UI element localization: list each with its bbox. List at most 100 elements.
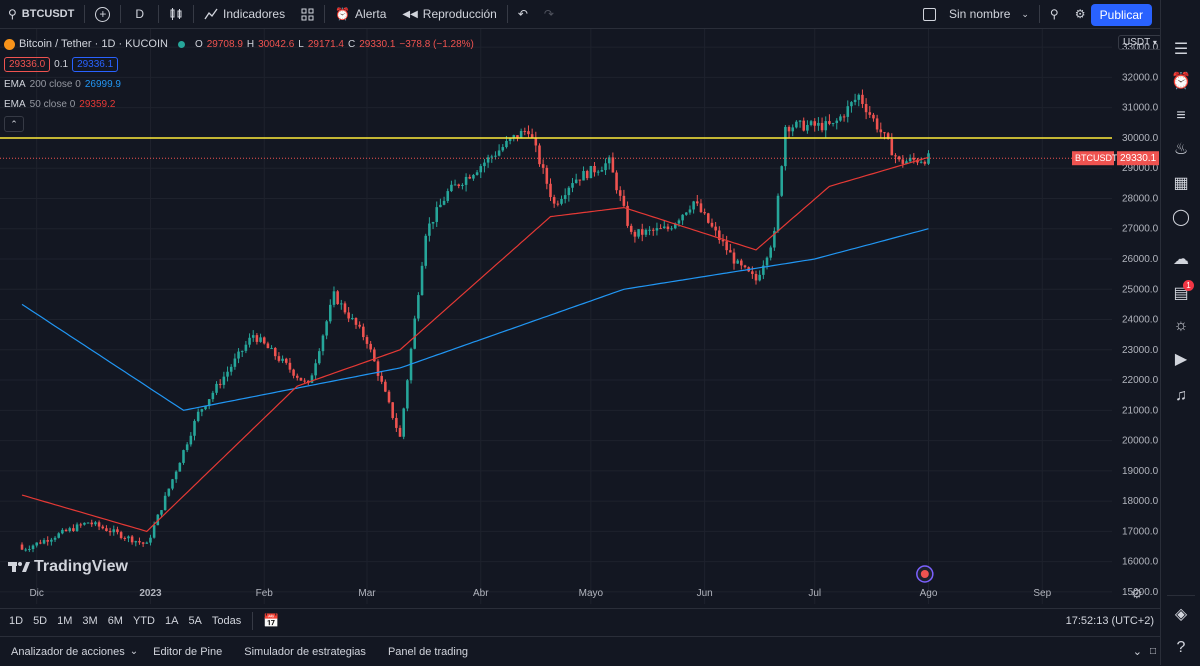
candle-body	[560, 199, 563, 204]
last-price-tag-bg	[1117, 151, 1159, 166]
low-value: 29171.4	[307, 38, 344, 50]
price-chart[interactable]: 33000.0 32000.0 31000.0 30000.0 29000.0 28000…	[0, 29, 1160, 604]
price-tick-label: 23000.0	[1122, 345, 1159, 356]
playback-button[interactable]: ▶	[1171, 350, 1191, 370]
layout-name-button[interactable]: Sin nombre ⌄	[915, 0, 1037, 28]
help-button[interactable]: ?	[1171, 638, 1191, 658]
candle-body	[622, 195, 626, 206]
time-axis[interactable]: Dic 2023 Feb Mar Abr Mayo Jun Jul Ago Sep	[0, 584, 1112, 604]
alarm-clock-icon: ⏰	[335, 7, 351, 21]
timeframe-1m[interactable]: 1M	[57, 615, 73, 627]
candle-body	[446, 191, 450, 201]
time-axis-label: 2023	[139, 588, 162, 599]
candle-body	[655, 228, 659, 231]
candle-body	[189, 435, 193, 445]
timeframe-1d[interactable]: 1D	[9, 615, 24, 627]
data-window-button[interactable]: ≡	[1171, 106, 1191, 126]
symbol-title[interactable]: Bitcoin / Tether · 1D · KUCOIN	[19, 38, 168, 50]
hotlists-button[interactable]: ♨	[1171, 140, 1191, 160]
candle-body	[684, 212, 688, 215]
candle-body	[318, 351, 321, 364]
price-tick-label: 16000.0	[1122, 557, 1159, 568]
timeframe-ytd[interactable]: YTD	[132, 615, 155, 627]
currency-selector[interactable]: USDT ▾	[1118, 35, 1162, 50]
candle-body	[897, 156, 901, 160]
streams-button[interactable]: ☁	[1171, 250, 1191, 270]
quick-search-button[interactable]: ⚲	[1042, 0, 1067, 28]
price-tick-label: 24000.0	[1122, 315, 1159, 326]
timeframe-3m[interactable]: 3M	[82, 615, 98, 627]
bottom-panel-tabs: Analizador de acciones ⌄ Editor de Pine Sim…	[0, 646, 479, 658]
candle-body	[483, 162, 486, 167]
alerts-button[interactable]: ⏰	[1171, 72, 1191, 92]
watchlist-button[interactable]: ☰	[1171, 40, 1191, 60]
settings-button[interactable]: ⚙	[1067, 0, 1094, 28]
candle-body	[417, 295, 420, 319]
replay-button[interactable]: ◀◀ Reproducción	[394, 0, 504, 28]
bottom-tab[interactable]: Panel de trading	[387, 645, 469, 658]
ema200-value: 26999.9	[84, 78, 121, 90]
candle-body	[384, 381, 387, 392]
legend-collapse-button[interactable]: ⌃	[4, 116, 24, 132]
layers-button[interactable]: ◈	[1171, 605, 1191, 625]
templates-button[interactable]	[293, 0, 322, 28]
candle-body	[802, 120, 806, 131]
redo-button[interactable]: ↷	[536, 0, 562, 28]
collapse-panel-button[interactable]: ⌄	[1132, 646, 1142, 658]
publish-button[interactable]: Publicar	[1090, 4, 1152, 26]
candle-body	[780, 166, 783, 196]
candle-body	[332, 291, 336, 305]
buy-button[interactable]: 29336.1	[72, 56, 119, 72]
candle-body	[908, 157, 912, 162]
candle-body	[699, 203, 703, 213]
undo-button[interactable]: ↶	[510, 0, 536, 28]
candle-body	[215, 383, 218, 393]
chevron-down-icon[interactable]: ⌄	[129, 646, 139, 657]
candle-body	[167, 488, 171, 496]
ideas-stream-button[interactable]: ☼	[1171, 316, 1191, 336]
timeframe-5a[interactable]: 5A	[188, 615, 202, 627]
chart-type-button[interactable]	[161, 0, 191, 28]
maximize-panel-button[interactable]: □	[1149, 646, 1156, 657]
timeframe-5d[interactable]: 5D	[33, 615, 48, 627]
axis-settings-button[interactable]: ⚙	[1131, 586, 1143, 601]
plus-circle-icon: +	[95, 6, 111, 22]
candle-body	[376, 361, 380, 376]
high-label: H	[246, 38, 255, 50]
bottom-tab[interactable]: Editor de Pine	[153, 645, 223, 658]
ema200-legend[interactable]: EMA 200 close 0 26999.9	[4, 74, 474, 94]
candle-body	[299, 377, 303, 381]
symbol-search[interactable]: ⚲ BTCUSDT	[0, 0, 82, 28]
candle-body	[248, 337, 251, 345]
timeframe-1a[interactable]: 1A	[164, 615, 179, 627]
alert-button[interactable]: ⏰ Alerta	[327, 0, 394, 28]
indicators-button[interactable]: Indicadores	[196, 0, 293, 28]
redo-icon: ↷	[543, 7, 554, 21]
gear-icon: ⚙	[1074, 7, 1086, 21]
search-icon: ⚲	[8, 7, 17, 21]
compare-symbol-button[interactable]: +	[87, 0, 118, 28]
price-axis-bg	[1112, 29, 1160, 604]
candle-body	[97, 522, 101, 527]
candle-body	[479, 166, 483, 173]
notifications-button[interactable]: ♫	[1171, 386, 1191, 406]
bottom-tab[interactable]: Simulador de estrategias	[244, 645, 366, 658]
interval-button[interactable]: D	[123, 0, 156, 28]
clock[interactable]: 17:52:13 (UTC+2)	[1065, 615, 1154, 627]
chart-pane[interactable]: 33000.0 32000.0 31000.0 30000.0 29000.0 28000…	[0, 29, 1160, 604]
tradingview-watermark: TradingView	[8, 558, 128, 576]
ideas-button[interactable]: ◯	[1171, 208, 1191, 228]
candle-body	[295, 375, 299, 378]
sell-button[interactable]: 29336.0	[4, 56, 51, 72]
candle-body	[420, 265, 424, 296]
candle-body	[604, 163, 607, 171]
calendar-button[interactable]: ▦	[1171, 174, 1191, 194]
bottom-tab[interactable]: Analizador de acciones	[11, 645, 125, 658]
chats-button[interactable]: ▤ 1	[1171, 280, 1194, 304]
candle-body	[237, 351, 240, 359]
timeframe-6m[interactable]: 6M	[107, 615, 123, 627]
ema200-name: EMA	[4, 78, 26, 90]
ema50-legend[interactable]: EMA 50 close 0 29359.2	[4, 94, 474, 114]
timeframe-todas[interactable]: Todas	[211, 615, 242, 627]
date-range-button[interactable]: 📅	[263, 613, 280, 628]
